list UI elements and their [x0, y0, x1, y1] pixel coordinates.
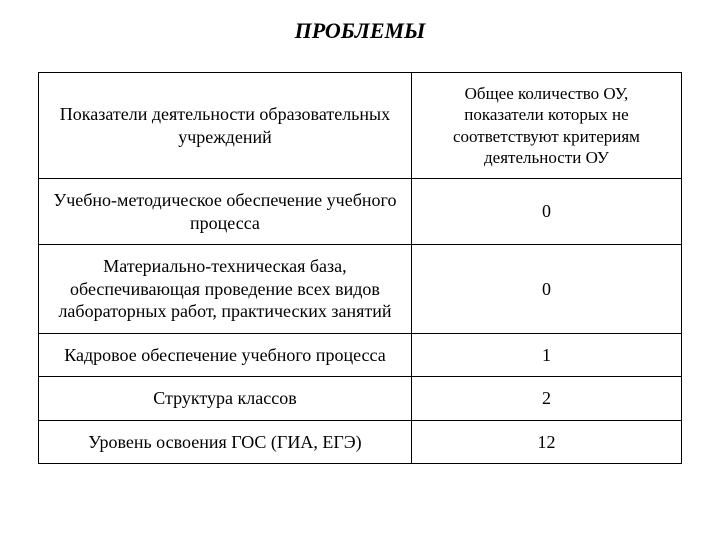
table-row: Структура классов 2 [39, 377, 682, 421]
table-row: Уровень освоения ГОС (ГИА, ЕГЭ) 12 [39, 420, 682, 464]
table-row: Учебно-методическое обеспечение учебного… [39, 179, 682, 245]
row-label: Уровень освоения ГОС (ГИА, ЕГЭ) [39, 420, 412, 464]
problems-table: Показатели деятельности образовательных … [38, 72, 682, 464]
row-label: Кадровое обеспечение учебного процесса [39, 333, 412, 377]
table-header-row: Показатели деятельности образовательных … [39, 73, 682, 179]
table-row: Кадровое обеспечение учебного процесса 1 [39, 333, 682, 377]
row-value: 0 [411, 245, 681, 334]
row-value: 12 [411, 420, 681, 464]
row-label: Материально-техническая база, обеспечива… [39, 245, 412, 334]
row-value: 2 [411, 377, 681, 421]
row-value: 1 [411, 333, 681, 377]
row-label: Структура классов [39, 377, 412, 421]
row-label: Учебно-методическое обеспечение учебного… [39, 179, 412, 245]
row-value: 0 [411, 179, 681, 245]
table-row: Материально-техническая база, обеспечива… [39, 245, 682, 334]
header-indicator: Показатели деятельности образовательных … [39, 73, 412, 179]
header-value: Общее количество ОУ, показатели которых … [411, 73, 681, 179]
page-title: ПРОБЛЕМЫ [38, 18, 682, 44]
